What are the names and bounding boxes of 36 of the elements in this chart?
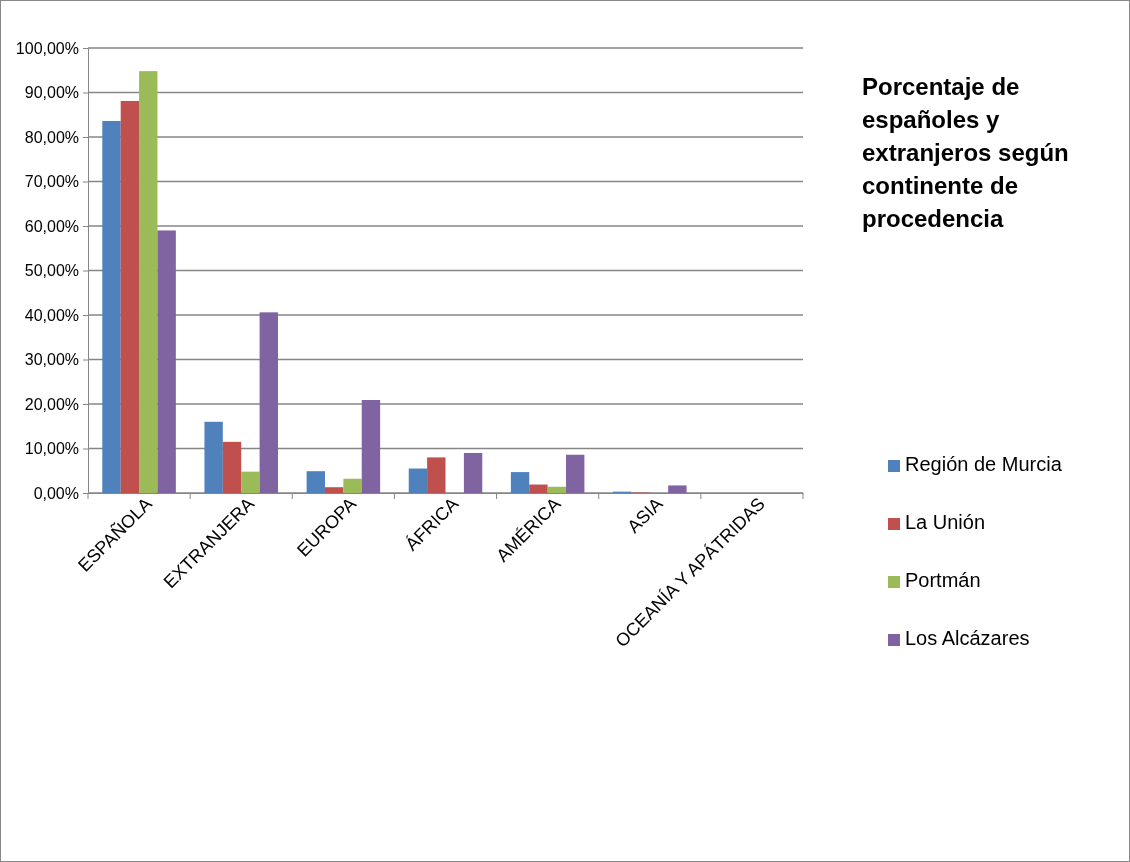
legend-label: Los Alcázares [905, 627, 1030, 649]
y-tick-label: 80,00% [24, 128, 79, 146]
y-tick-label: 90,00% [24, 84, 79, 102]
y-tick-label: 60,00% [24, 217, 79, 235]
y-tick-label: 50,00% [24, 262, 79, 280]
legend-label: La Unión [905, 511, 986, 533]
y-tick-label: 0,00% [33, 484, 79, 502]
y-tick-label: 70,00% [24, 173, 79, 191]
legend-label: Región de Murcia [905, 453, 1063, 475]
bar [204, 421, 223, 493]
bar [157, 230, 176, 493]
bar [361, 400, 381, 493]
y-tick-label: 20,00% [24, 395, 79, 413]
bar [259, 312, 278, 493]
bar [668, 485, 687, 493]
bar [408, 468, 428, 493]
bar [463, 452, 483, 493]
text: Porcentaje de españoles y extranjeros según continente de procedencia [862, 73, 1069, 232]
legend-label: Portmán [905, 569, 981, 591]
bar [139, 71, 158, 493]
bar [324, 487, 344, 493]
bar [102, 120, 121, 493]
y-tick-label: 40,00% [24, 306, 79, 324]
bar [222, 441, 242, 493]
bar [241, 471, 260, 493]
bar [120, 100, 140, 493]
bar [529, 484, 548, 493]
bar [566, 454, 585, 493]
bar [547, 486, 567, 493]
bar [427, 457, 446, 493]
bar [306, 471, 325, 493]
bar [510, 472, 530, 493]
y-tick-label: 100,00% [15, 39, 79, 57]
y-tick-label: 10,00% [24, 440, 79, 458]
bar [343, 478, 362, 493]
y-tick-label: 30,00% [24, 351, 79, 369]
